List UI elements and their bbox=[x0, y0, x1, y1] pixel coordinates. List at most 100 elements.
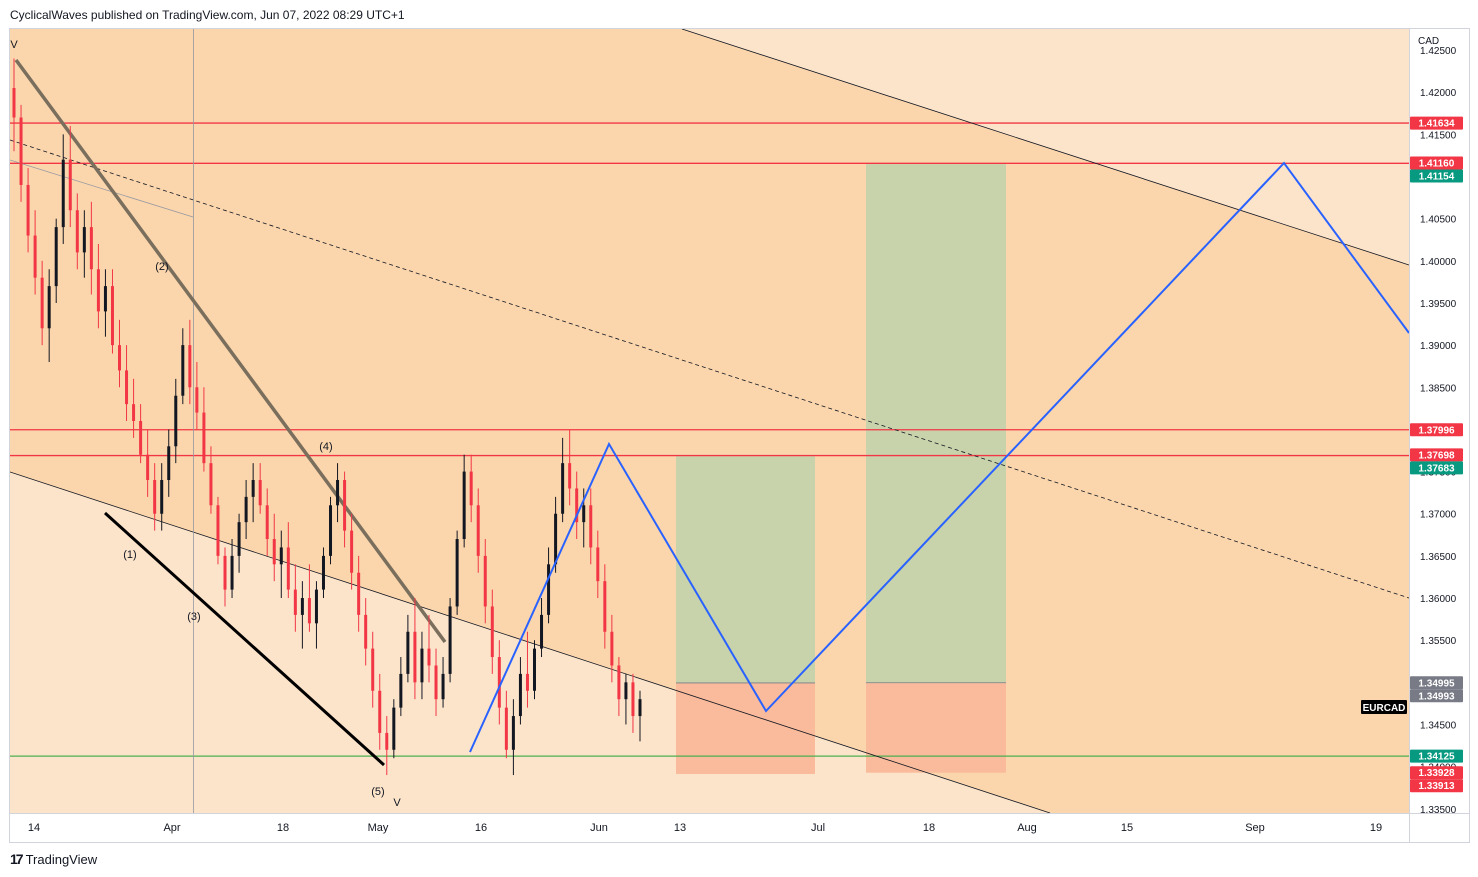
candle-body bbox=[469, 471, 473, 506]
candle bbox=[258, 463, 262, 514]
wave-label: V bbox=[10, 39, 18, 51]
candle bbox=[286, 522, 290, 599]
candle-body bbox=[540, 614, 544, 649]
candle bbox=[47, 269, 51, 362]
candle bbox=[237, 513, 241, 573]
candle-body bbox=[575, 488, 579, 523]
candle-body bbox=[476, 505, 480, 556]
wedge-support-line[interactable] bbox=[103, 511, 386, 767]
candle bbox=[314, 581, 318, 649]
candle-body bbox=[82, 227, 86, 253]
y-tick-label: 1.40500 bbox=[1420, 215, 1457, 226]
candle-body bbox=[47, 286, 51, 329]
candle-body bbox=[314, 589, 318, 624]
candle bbox=[132, 378, 136, 438]
x-tick-label: Apr bbox=[163, 822, 180, 834]
wave-label: (4) bbox=[319, 441, 332, 453]
candle bbox=[33, 210, 37, 295]
candle bbox=[462, 454, 466, 548]
channel-lower-line[interactable] bbox=[10, 471, 1051, 813]
price-badge bbox=[1410, 461, 1463, 475]
candle bbox=[589, 488, 593, 565]
candle bbox=[321, 547, 325, 599]
x-tick-label: Aug bbox=[1017, 822, 1037, 834]
x-tick-label: Jun bbox=[590, 822, 608, 834]
candle-body bbox=[406, 631, 410, 674]
price-badge-label: 1.34125 bbox=[1418, 752, 1455, 763]
price-badge-label: 1.33928 bbox=[1418, 768, 1455, 779]
candle-body bbox=[223, 555, 227, 590]
candle bbox=[420, 631, 424, 700]
candle-body bbox=[525, 673, 529, 691]
wave-label: (2) bbox=[155, 261, 168, 273]
candle bbox=[364, 598, 368, 666]
candle bbox=[82, 210, 86, 278]
y-tick-label: 1.41500 bbox=[1420, 130, 1457, 141]
x-tick-label: 15 bbox=[1121, 822, 1133, 834]
price-badge-label: 1.33913 bbox=[1418, 781, 1455, 792]
candle-body bbox=[195, 387, 199, 413]
time-axis[interactable]: 14 Apr 18 May 16 Jun 13 Jul 18 Aug 15 Sep 19 bbox=[28, 822, 1382, 834]
candle-body bbox=[561, 463, 565, 514]
y-tick-label: 1.34500 bbox=[1420, 720, 1457, 731]
publisher-header: CyclicalWaves published on TradingView.c… bbox=[10, 8, 405, 22]
candle bbox=[343, 471, 347, 548]
price-badge-label: 1.37683 bbox=[1418, 463, 1455, 474]
candle-body bbox=[624, 682, 628, 700]
candle bbox=[610, 614, 614, 683]
candle-body bbox=[343, 480, 347, 531]
channel-median-line[interactable] bbox=[10, 139, 1409, 599]
candle bbox=[188, 319, 192, 405]
price-badge bbox=[1410, 779, 1463, 793]
candle-body bbox=[103, 286, 107, 312]
candle bbox=[631, 673, 635, 733]
candle bbox=[209, 446, 213, 514]
candle bbox=[96, 243, 100, 329]
short-guide-line[interactable] bbox=[10, 159, 194, 218]
candle bbox=[406, 614, 410, 683]
candle-body bbox=[617, 665, 621, 700]
x-tick-label: 18 bbox=[277, 822, 289, 834]
candle-body bbox=[321, 555, 325, 590]
candle bbox=[385, 716, 389, 776]
candle-body bbox=[357, 572, 361, 615]
wave-trend-line[interactable] bbox=[14, 58, 447, 644]
price-badge-label: 1.41154 bbox=[1419, 172, 1455, 183]
price-badge bbox=[1410, 116, 1463, 130]
candle-body bbox=[483, 555, 487, 607]
candle-body bbox=[96, 269, 100, 312]
candle bbox=[392, 699, 396, 759]
candle-body bbox=[188, 345, 192, 388]
candle bbox=[336, 463, 340, 523]
x-tick-label: 18 bbox=[923, 822, 935, 834]
candle-body bbox=[300, 598, 304, 615]
channel-zone bbox=[10, 29, 1409, 813]
candle-body bbox=[582, 505, 586, 523]
x-tick-label: 14 bbox=[28, 822, 40, 834]
candle-body bbox=[462, 471, 466, 540]
y-tick-label: 1.36500 bbox=[1420, 552, 1457, 563]
channel-upper-line[interactable] bbox=[681, 29, 1409, 266]
candle-body bbox=[638, 699, 642, 717]
x-tick-label: 19 bbox=[1370, 822, 1382, 834]
x-tick-label: Jul bbox=[811, 822, 825, 834]
candle bbox=[483, 539, 487, 624]
candle-body bbox=[589, 505, 593, 548]
candle bbox=[244, 480, 248, 540]
candle-body bbox=[251, 480, 255, 497]
candle-body bbox=[132, 404, 136, 421]
y-tick-label: 1.42500 bbox=[1420, 46, 1457, 57]
candle bbox=[399, 657, 403, 717]
projection-path[interactable] bbox=[469, 161, 1409, 753]
candle-body bbox=[202, 412, 206, 464]
candle bbox=[518, 657, 522, 725]
candle-body bbox=[603, 581, 607, 632]
candle bbox=[511, 699, 515, 776]
footer: 17 TradingView bbox=[10, 851, 97, 867]
y-tick-label: 1.35500 bbox=[1420, 636, 1457, 647]
candle-body bbox=[125, 370, 129, 405]
target-zone-2 bbox=[866, 163, 1006, 683]
plot-area[interactable]: V (1) (2) (3) (4) (5) V bbox=[10, 29, 1409, 813]
tradingview-logo-icon[interactable]: 17 bbox=[10, 851, 24, 867]
